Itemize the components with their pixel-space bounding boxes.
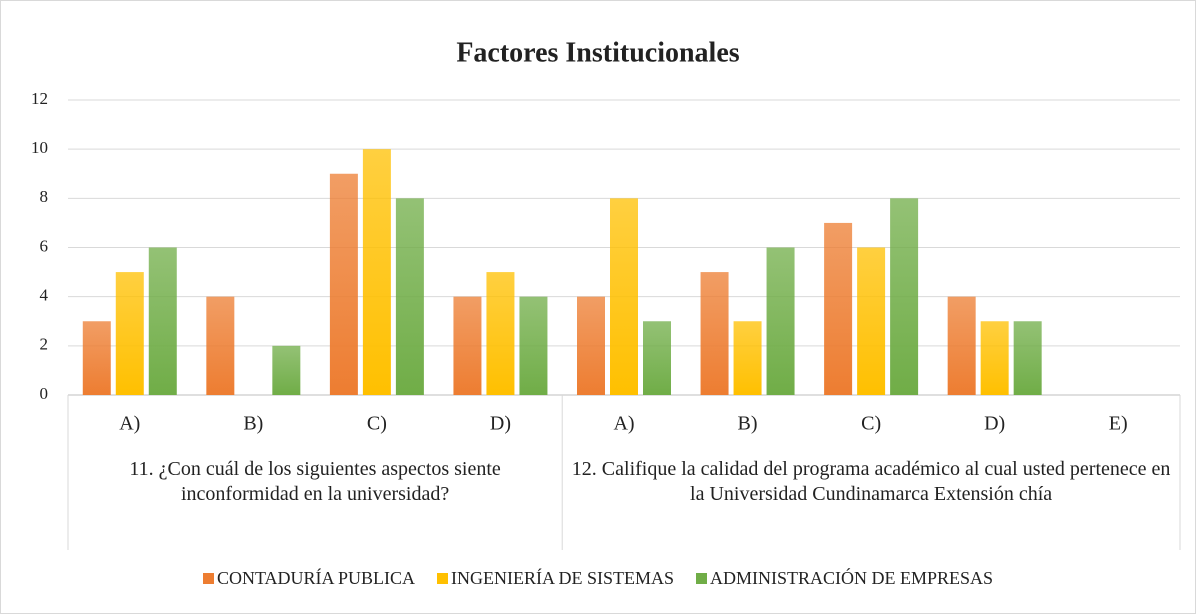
x-tick-label: E) (1109, 413, 1128, 435)
x-tick-label: D) (984, 413, 1005, 435)
legend: CONTADURÍA PUBLICA INGENIERÍA DE SISTEMAS… (0, 568, 1196, 589)
y-tick-label: 12 (31, 89, 48, 108)
x-tick-label: B) (243, 413, 263, 435)
bar (857, 247, 886, 395)
x-tick-label: D) (490, 413, 511, 435)
legend-swatch (202, 573, 214, 584)
bar (980, 321, 1009, 395)
bar (947, 296, 976, 395)
bar (329, 173, 358, 395)
bar (206, 296, 235, 395)
y-tick-label: 4 (40, 286, 49, 305)
bar (115, 272, 144, 395)
bar (700, 272, 729, 395)
bar (453, 296, 482, 395)
bar (395, 198, 424, 395)
bar (486, 272, 515, 395)
bar (148, 247, 177, 395)
legend-swatch (696, 573, 708, 584)
group-label: 11. ¿Con cuál de los siguientes aspectos… (129, 458, 501, 505)
y-tick-label: 2 (40, 335, 49, 354)
bar (766, 247, 795, 395)
bar (890, 198, 919, 395)
bar (577, 296, 605, 395)
bar (733, 321, 762, 395)
x-tick-label: A) (119, 413, 140, 435)
legend-item: CONTADURÍA PUBLICA (202, 568, 416, 589)
x-tick-label: A) (613, 413, 634, 435)
bar (272, 345, 301, 395)
legend-swatch (437, 573, 449, 584)
y-tick-label: 0 (40, 384, 49, 403)
y-tick-label: 8 (40, 187, 49, 206)
y-tick-label: 6 (40, 236, 49, 255)
x-tick-label: C) (861, 413, 881, 435)
y-tick-label: 10 (31, 138, 48, 157)
bar (1013, 321, 1042, 395)
bar (362, 149, 391, 395)
bar (519, 296, 548, 395)
legend-label: ADMINISTRACIÓN DE EMPRESAS (710, 568, 994, 588)
bar (610, 198, 638, 395)
chart-title: Factores Institucionales (456, 37, 739, 68)
x-tick-label: B) (738, 413, 758, 435)
group-label: 12. Califique la calidad del programa ac… (571, 458, 1171, 505)
legend-item: ADMINISTRACIÓN DE EMPRESAS (696, 568, 993, 589)
bar (82, 321, 111, 395)
legend-label: INGENIERÍA DE SISTEMAS (451, 568, 675, 588)
legend-label: CONTADURÍA PUBLICA (216, 568, 416, 588)
x-tick-label: C) (367, 413, 387, 435)
legend-item: INGENIERÍA DE SISTEMAS (437, 568, 674, 589)
bar (824, 222, 853, 395)
bar (643, 321, 671, 395)
